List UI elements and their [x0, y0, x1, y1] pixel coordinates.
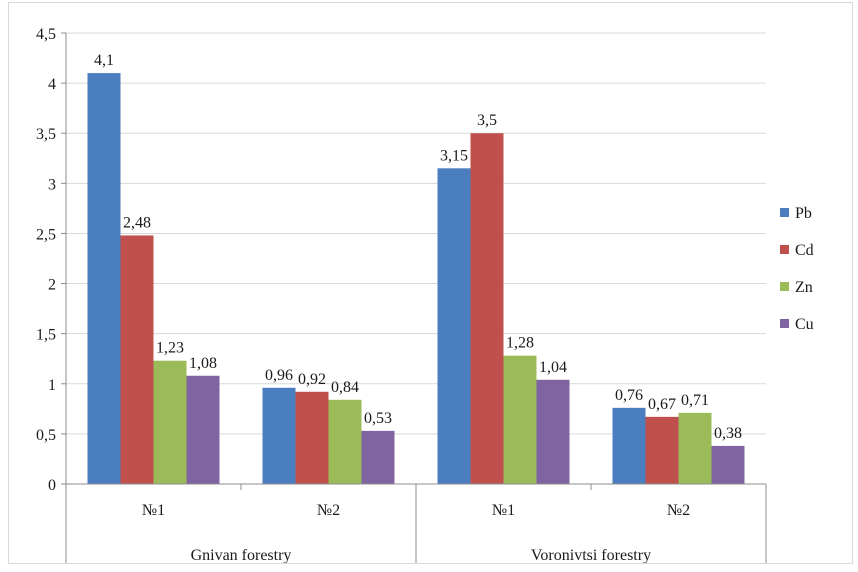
data-label: 0,67: [648, 396, 676, 413]
x-category-label: №1: [142, 502, 165, 519]
legend-swatch-cd: [780, 245, 789, 254]
legend-label: Zn: [795, 279, 813, 296]
y-tick-label: 0: [48, 477, 56, 494]
value-labels: 4,1 2,48 1,23 1,08 0,96 0,92 0,84 0,53 3,15 3,5 1,…: [94, 52, 742, 442]
bars: [87, 73, 745, 485]
bar-pb: [262, 387, 296, 484]
bar-zn: [503, 355, 537, 484]
bar-pb: [437, 168, 471, 485]
legend-swatch-zn: [780, 282, 789, 291]
bar-cu: [361, 430, 395, 484]
y-tick-label: 1,5: [36, 327, 56, 344]
axes: 0 0,5 1 1,5 2 2,5 3 3,5 4 4,5 №1 №2 №1 №2 Gnivan fores…: [36, 26, 767, 563]
y-tick-label: 1: [48, 377, 56, 394]
bar-cu: [536, 379, 570, 484]
y-tick-label: 2,5: [36, 226, 56, 243]
data-label: 1,23: [156, 340, 184, 357]
y-tick-label: 4: [48, 76, 56, 93]
x-category-label: №2: [667, 502, 690, 519]
bar-cd: [470, 133, 504, 484]
data-label: 3,15: [440, 147, 468, 164]
x-category-label: №1: [492, 502, 515, 519]
bar-pb: [87, 73, 121, 484]
data-label: 4,1: [94, 52, 114, 69]
data-label: 0,71: [681, 392, 709, 409]
y-tick-label: 0,5: [36, 427, 56, 444]
data-label: 0,76: [615, 387, 643, 404]
x-group-label: Gnivan forestry: [191, 547, 292, 563]
legend: Pb Cd Zn Cu: [780, 205, 814, 333]
bar-cd: [295, 391, 329, 484]
data-label: 1,04: [539, 359, 567, 376]
y-tick-label: 3: [48, 176, 56, 193]
bar-cd: [645, 416, 679, 484]
legend-swatch-cu: [780, 319, 789, 328]
bar-chart: 0 0,5 1 1,5 2 2,5 3 3,5 4 4,5 №1 №2 №1 №2 Gnivan fores…: [36, 26, 814, 563]
y-tick-label: 2: [48, 277, 56, 294]
bar-cd: [120, 235, 154, 484]
data-label: 0,96: [265, 367, 293, 384]
data-label: 3,5: [477, 112, 497, 129]
x-category-label: №2: [317, 502, 340, 519]
data-label: 2,48: [123, 214, 151, 231]
bar-cu: [186, 375, 220, 484]
legend-swatch-pb: [780, 208, 789, 217]
y-tick-label: 4,5: [36, 26, 56, 43]
y-tick-label: 3,5: [36, 126, 56, 143]
bar-pb: [612, 407, 646, 484]
bar-zn: [328, 399, 362, 484]
legend-label: Cd: [795, 242, 814, 259]
bar-zn: [153, 360, 187, 484]
bar-cu: [711, 445, 745, 484]
x-group-label: Voronivtsi forestry: [531, 547, 651, 563]
data-label: 0,84: [331, 379, 359, 396]
chart-frame: 0 0,5 1 1,5 2 2,5 3 3,5 4 4,5 №1 №2 №1 №2 Gnivan fores…: [8, 2, 853, 564]
data-label: 0,38: [714, 425, 742, 442]
legend-label: Pb: [795, 205, 812, 222]
bar-zn: [678, 412, 712, 484]
data-label: 1,08: [189, 355, 217, 372]
data-label: 0,53: [364, 410, 392, 427]
data-label: 0,92: [298, 371, 326, 388]
data-label: 1,28: [506, 335, 534, 352]
legend-label: Cu: [795, 316, 814, 333]
